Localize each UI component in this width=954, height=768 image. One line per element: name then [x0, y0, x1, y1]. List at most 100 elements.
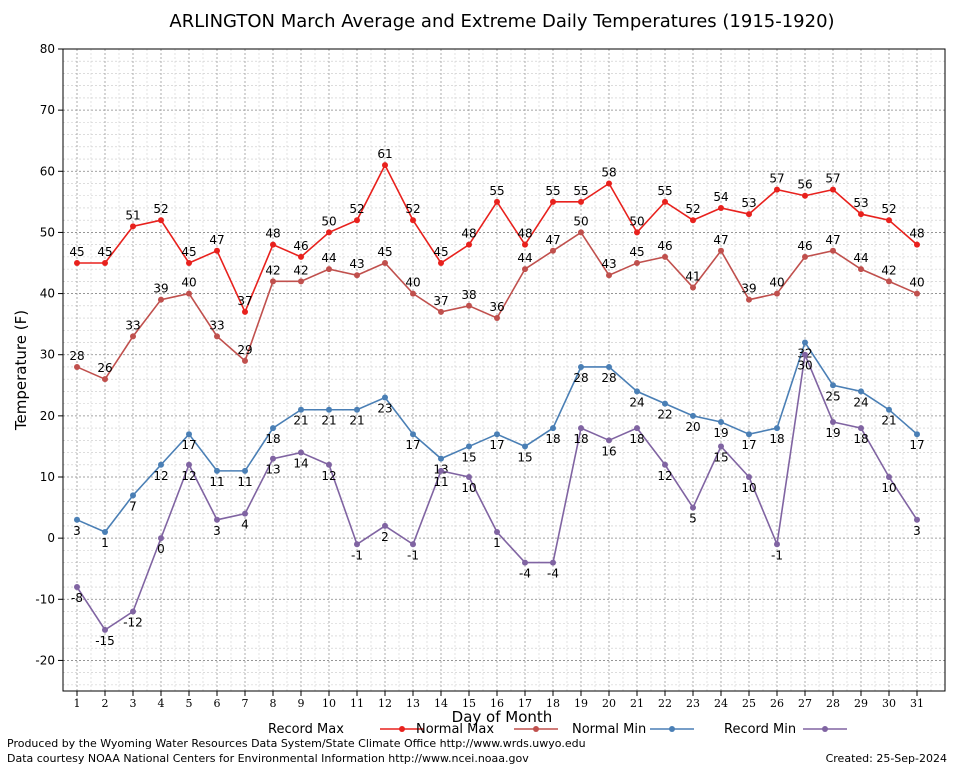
y-tick-label: 70 [40, 103, 55, 117]
y-tick-label: 80 [40, 42, 55, 56]
normal-max-point [914, 290, 920, 297]
record-max-point [746, 211, 752, 218]
record-min-data-label: 19 [825, 426, 840, 440]
record-max-data-label: 46 [293, 239, 308, 253]
normal-max-data-label: 37 [433, 294, 448, 308]
normal-min-point [634, 388, 640, 395]
record-max-point [326, 229, 332, 236]
x-tick-label: 24 [714, 697, 728, 710]
y-tick-label: 50 [40, 225, 55, 239]
record-min-data-label: -1 [351, 548, 363, 562]
record-max-point [242, 308, 248, 315]
created-date: Created: 25-Sep-2024 [825, 752, 947, 765]
record-min-point [886, 474, 892, 480]
normal-min-data-label: 24 [853, 395, 868, 409]
normal-min-point [186, 431, 192, 438]
normal-min-data-label: 17 [181, 438, 196, 452]
record-min-point [326, 461, 332, 468]
normal-max-data-label: 36 [489, 300, 504, 314]
normal-max-data-label: 47 [825, 233, 840, 247]
record-max-data-label: 52 [405, 202, 420, 216]
record-min-point [690, 504, 696, 511]
x-tick-label: 21 [630, 697, 644, 710]
record-max-point [186, 260, 192, 266]
x-tick-label: 8 [270, 697, 277, 710]
record-min-data-label: 3 [213, 524, 221, 538]
record-max-data-label: 48 [265, 227, 280, 241]
record-max-data-label: 50 [629, 214, 644, 228]
normal-max-data-label: 45 [377, 245, 392, 259]
record-min-point [746, 474, 752, 480]
normal-max-point [186, 290, 192, 297]
record-max-data-label: 48 [517, 227, 532, 241]
normal-min-data-label: 21 [293, 414, 308, 428]
normal-max-data-label: 39 [741, 282, 756, 296]
chart-title: ARLINGTON March Average and Extreme Dail… [169, 11, 834, 32]
normal-max-data-label: 45 [629, 245, 644, 259]
x-tick-label: 17 [518, 697, 532, 710]
normal-min-point [550, 425, 556, 432]
x-tick-label: 15 [462, 697, 476, 710]
normal-min-data-label: 20 [685, 420, 700, 434]
normal-min-data-label: 12 [153, 469, 168, 483]
record-min-data-label: 16 [601, 444, 616, 458]
normal-max-data-label: 43 [349, 257, 364, 271]
record-min-point [774, 541, 780, 548]
normal-max-point [270, 278, 276, 285]
record-max-point [130, 223, 136, 230]
normal-max-data-label: 44 [517, 251, 532, 265]
record-min-data-label: 0 [157, 542, 165, 556]
record-max-point [158, 217, 164, 224]
y-tick-label: 0 [47, 531, 55, 545]
x-tick-label: 19 [574, 697, 588, 710]
normal-min-point [214, 467, 220, 474]
record-max-point [830, 186, 836, 193]
normal-min-point [438, 455, 444, 462]
record-min-data-label: 12 [181, 469, 196, 483]
x-tick-label: 31 [910, 697, 924, 710]
y-tick-label: 20 [40, 409, 55, 423]
record-min-point [186, 461, 192, 468]
record-min-point [522, 559, 528, 566]
record-min-point [74, 584, 80, 591]
normal-min-data-label: 17 [909, 438, 924, 452]
normal-max-data-label: 33 [209, 318, 224, 332]
record-max-data-label: 61 [377, 147, 392, 161]
normal-min-point [326, 406, 332, 413]
produced-by-credit: Produced by the Wyoming Water Resources … [7, 737, 586, 750]
record-max-data-label: 51 [125, 208, 140, 222]
y-tick-label: 40 [40, 287, 55, 301]
normal-min-data-label: 21 [321, 414, 336, 428]
record-min-point [550, 559, 556, 566]
record-max-data-label: 48 [461, 227, 476, 241]
normal-max-point [522, 266, 528, 273]
normal-max-data-label: 50 [573, 214, 588, 228]
normal-min-point [466, 443, 472, 450]
record-max-point [354, 217, 360, 224]
normal-min-data-label: 22 [657, 408, 672, 422]
normal-min-point [858, 388, 864, 395]
normal-min-data-label: 18 [265, 432, 280, 446]
record-max-data-label: 50 [321, 214, 336, 228]
normal-max-point [382, 260, 388, 266]
normal-max-data-label: 38 [461, 288, 476, 302]
plot-area [63, 49, 945, 691]
normal-max-point [690, 284, 696, 291]
y-tick-label: 30 [40, 348, 55, 362]
record-max-data-label: 48 [909, 227, 924, 241]
y-tick-label: -20 [35, 653, 55, 667]
y-tick-label: -10 [35, 592, 55, 606]
normal-min-point [242, 467, 248, 474]
record-min-point [634, 425, 640, 432]
record-min-point [438, 467, 444, 474]
record-min-point [914, 516, 920, 523]
normal-max-point [214, 333, 220, 340]
normal-min-data-label: 17 [489, 438, 504, 452]
normal-min-point [522, 443, 528, 450]
record-min-data-label: -4 [547, 567, 559, 581]
x-tick-label: 9 [298, 697, 305, 710]
legend-marker-record-min [822, 726, 828, 732]
record-max-point [522, 241, 528, 248]
x-tick-label: 25 [742, 697, 756, 710]
